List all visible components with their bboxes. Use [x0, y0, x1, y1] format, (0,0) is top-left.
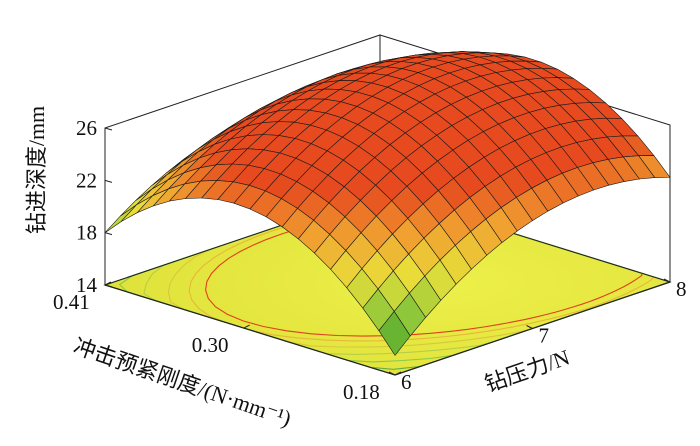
z-axis-ticks: 14 18 22 26 — [76, 116, 98, 297]
z-tick-label: 26 — [76, 116, 97, 140]
force-tickmark — [663, 278, 671, 283]
stiffness-tick-label: 0.41 — [53, 290, 90, 314]
stiffness-axis-ticks: 0.18 0.30 0.41 — [53, 290, 380, 404]
stiffness-tick-label: 0.18 — [343, 380, 380, 404]
z-axis-title: 钻进深度/mm — [24, 106, 49, 234]
force-tick-label: 6 — [401, 370, 412, 394]
z-axis-tickmarks — [104, 127, 113, 288]
z-tickmark — [104, 127, 113, 131]
force-tickmark — [388, 371, 396, 376]
stiffness-tick-label: 0.30 — [192, 333, 229, 357]
floor-axis-tickmarks — [104, 278, 671, 376]
force-axis-ticks: 6 7 8 — [401, 277, 687, 394]
stiffness-tickmark — [394, 371, 402, 376]
force-tick-label: 7 — [539, 324, 550, 348]
z-tickmark — [104, 284, 113, 288]
z-tick-label: 14 — [76, 273, 98, 297]
z-tickmark — [104, 179, 113, 183]
stiffness-tickmark — [104, 281, 112, 286]
force-tickmark — [526, 325, 533, 329]
force-axis-title: 钻压力/N — [481, 344, 572, 396]
z-tick-label: 22 — [76, 168, 97, 192]
stiffness-axis-title: 冲击预紧刚度/(N·mm⁻¹) — [70, 333, 294, 431]
stiffness-tickmark — [243, 324, 250, 329]
z-tick-label: 18 — [76, 221, 97, 245]
surface-patch — [378, 310, 411, 356]
force-tick-label: 8 — [676, 277, 687, 301]
response-surface — [104, 51, 671, 356]
z-tickmark — [104, 232, 113, 236]
surface-patch — [104, 204, 137, 233]
